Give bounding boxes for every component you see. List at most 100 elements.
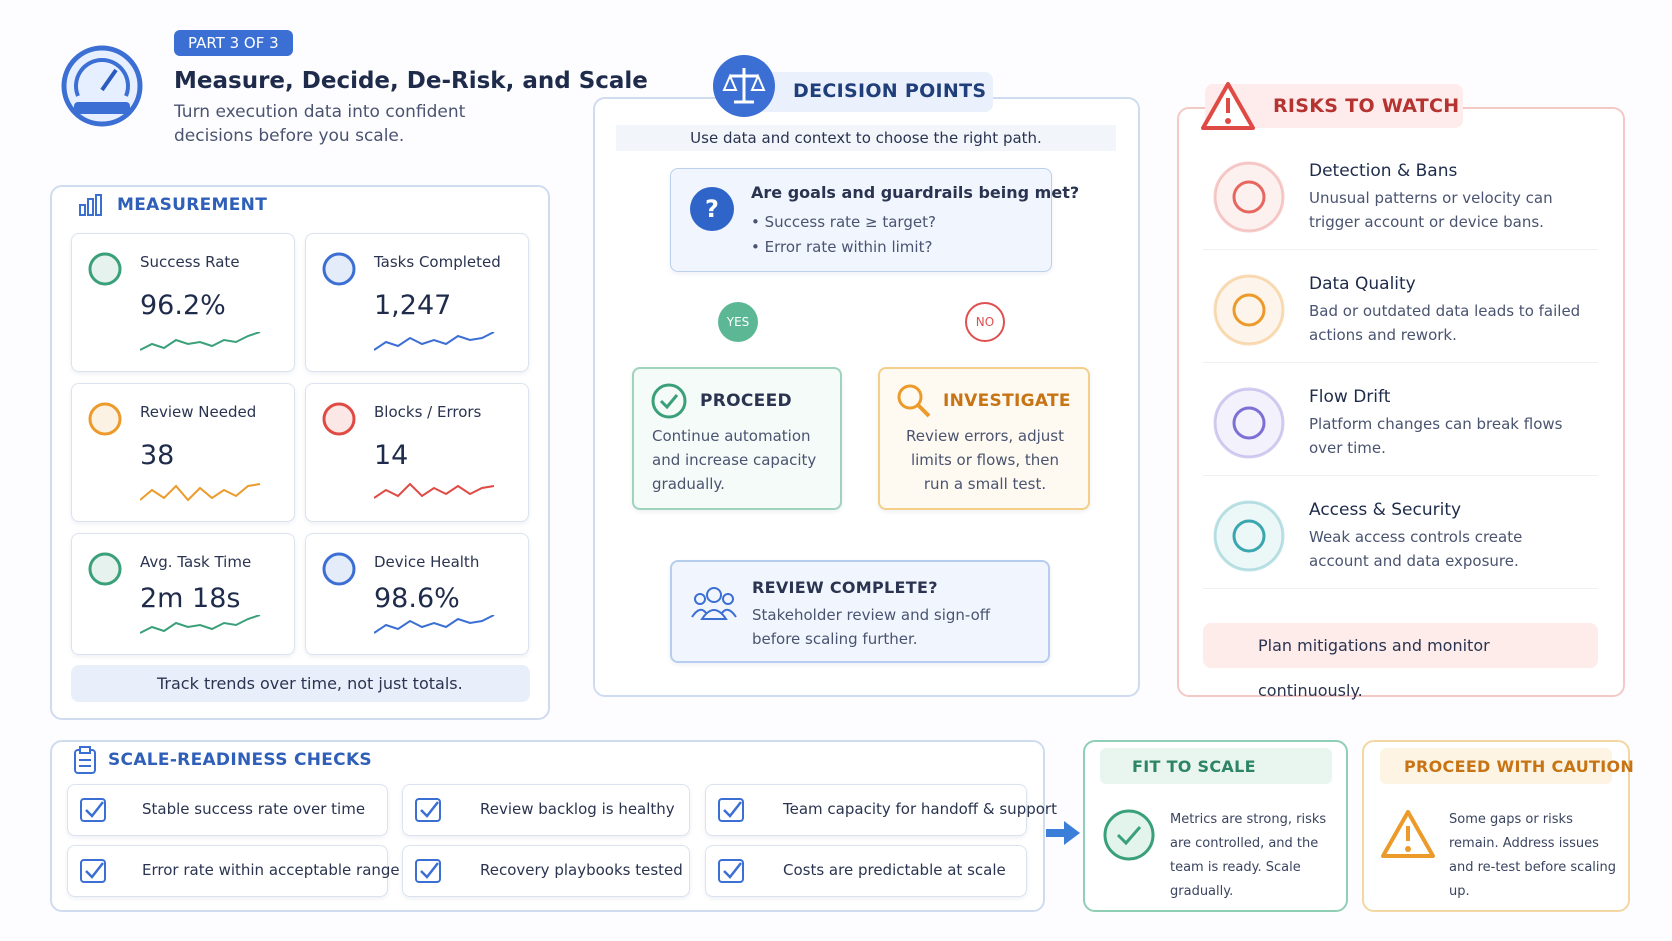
metric-card (305, 383, 529, 522)
scale-icon (713, 55, 775, 117)
check-item (402, 784, 690, 836)
check-text: Costs are predictable at scale (783, 861, 1006, 879)
sparkline (140, 615, 261, 634)
decision-intro: Use data and context to choose the right… (616, 125, 1116, 151)
review-text: Stakeholder review and sign-off before s… (752, 606, 991, 648)
review-box (670, 560, 1050, 663)
measurement-tip: Track trends over time, not just totals. (71, 665, 530, 702)
risk-text: Weak access controls create account and … (1309, 528, 1523, 570)
fit-text: Metrics are strong, risks are controlled… (1170, 812, 1327, 899)
caution-text: Some gaps or risks remain. Address issue… (1449, 812, 1617, 899)
caution-icon (1381, 810, 1435, 858)
warning-icon (1201, 82, 1255, 130)
check-icon (415, 859, 441, 883)
review-title: REVIEW COMPLETE? (752, 578, 938, 597)
metric-icon (322, 552, 356, 586)
check-text: Team capacity for handoff & support (783, 800, 1057, 818)
metric-label: Tasks Completed (374, 253, 501, 271)
check-text: Error rate within acceptable range (142, 861, 400, 879)
risk-text: Platform changes can break flows over ti… (1309, 415, 1563, 457)
risks-tip: Plan mitigations and monitor continuousl… (1203, 623, 1598, 700)
investigate-box (878, 367, 1090, 510)
check-text: Review backlog is healthy (480, 800, 675, 818)
check-text: Recovery playbooks tested (480, 861, 683, 879)
risk-title: Access & Security (1309, 500, 1462, 520)
metric-label: Success Rate (140, 253, 240, 271)
investigate-text: Review errors, adjust limits or flows, t… (905, 427, 1065, 493)
risk-item (1203, 145, 1598, 250)
people-icon (691, 587, 737, 620)
question: Are goals and guardrails being met? (751, 183, 1080, 202)
risk-icon (1213, 500, 1285, 572)
decision-title-bg (740, 72, 993, 112)
metric-label: Device Health (374, 553, 480, 571)
risk-icon (1213, 161, 1285, 233)
risk-item (1203, 484, 1598, 589)
risk-icon (1213, 387, 1285, 459)
yes-badge: YES (718, 302, 758, 342)
check-item (67, 784, 388, 836)
proceed-box (632, 367, 842, 510)
check-icon (718, 798, 744, 822)
checks-title: SCALE-READINESS CHECKS (108, 750, 372, 770)
bullet: • Error rate within limit? (751, 238, 933, 256)
proceed-title: PROCEED (700, 391, 792, 411)
metric-value: 14 (374, 440, 409, 471)
risk-item (1203, 371, 1598, 476)
sparkline (140, 332, 261, 351)
risks-title: RISKS TO WATCH (1273, 95, 1460, 117)
metric-icon (88, 252, 122, 286)
caution-title-bg (1380, 748, 1612, 784)
risk-text: Unusual patterns or velocity can trigger… (1309, 189, 1553, 231)
page-title: Measure, Decide, De-Risk, and Scale (174, 68, 648, 94)
sparkline (374, 615, 495, 634)
no-badge: NO (965, 302, 1005, 342)
check-item (705, 784, 1027, 836)
metric-value: 38 (140, 440, 175, 471)
sparkline (374, 332, 495, 351)
clipboard-icon (74, 746, 96, 774)
measurement-title: MEASUREMENT (117, 195, 268, 215)
metric-label: Review Needed (140, 403, 257, 421)
risk-icon (1213, 274, 1285, 346)
risk-title: Flow Drift (1309, 387, 1391, 407)
metric-card (71, 383, 295, 522)
check-item (67, 845, 388, 897)
metric-value: 98.6% (374, 583, 460, 614)
metric-value: 2m 18s (140, 583, 241, 614)
risk-text: Bad or outdated data leads to failed act… (1309, 302, 1581, 344)
metric-icon (322, 402, 356, 436)
metric-label: Avg. Task Time (140, 553, 252, 571)
check-item (402, 845, 690, 897)
fit-title: FIT TO SCALE (1132, 757, 1256, 776)
bullet-text: Error rate within limit? (764, 238, 933, 256)
chart-icon (79, 194, 102, 216)
check-icon (80, 798, 106, 822)
investigate-title: INVESTIGATE (943, 391, 1071, 411)
svg-text:?: ? (705, 195, 719, 223)
decision-title: DECISION POINTS (793, 80, 987, 102)
check-icon (651, 383, 687, 419)
metric-value: 1,247 (374, 290, 452, 321)
metric-icon (88, 402, 122, 436)
fit-title-bg (1100, 748, 1332, 784)
check-item (705, 845, 1027, 897)
metric-card (305, 233, 529, 372)
page-subtitle: Turn execution data into confident decis… (174, 102, 466, 146)
metric-icon (88, 552, 122, 586)
caution-title: PROCEED WITH CAUTION (1404, 757, 1635, 776)
bullet: • Success rate ≥ target? (751, 213, 936, 231)
sparkline (140, 483, 261, 502)
sparkline (374, 482, 495, 499)
risk-title: Detection & Bans (1309, 161, 1458, 181)
metric-card (71, 233, 295, 372)
check-icon (80, 859, 106, 883)
metric-icon (322, 252, 356, 286)
check-text: Stable success rate over time (142, 800, 366, 818)
part-badge: PART 3 OF 3 (174, 30, 293, 56)
metric-value: 96.2% (140, 290, 226, 321)
check-icon (718, 859, 744, 883)
risk-item (1203, 258, 1598, 363)
proceed-text: Continue automation and increase capacit… (652, 427, 817, 493)
